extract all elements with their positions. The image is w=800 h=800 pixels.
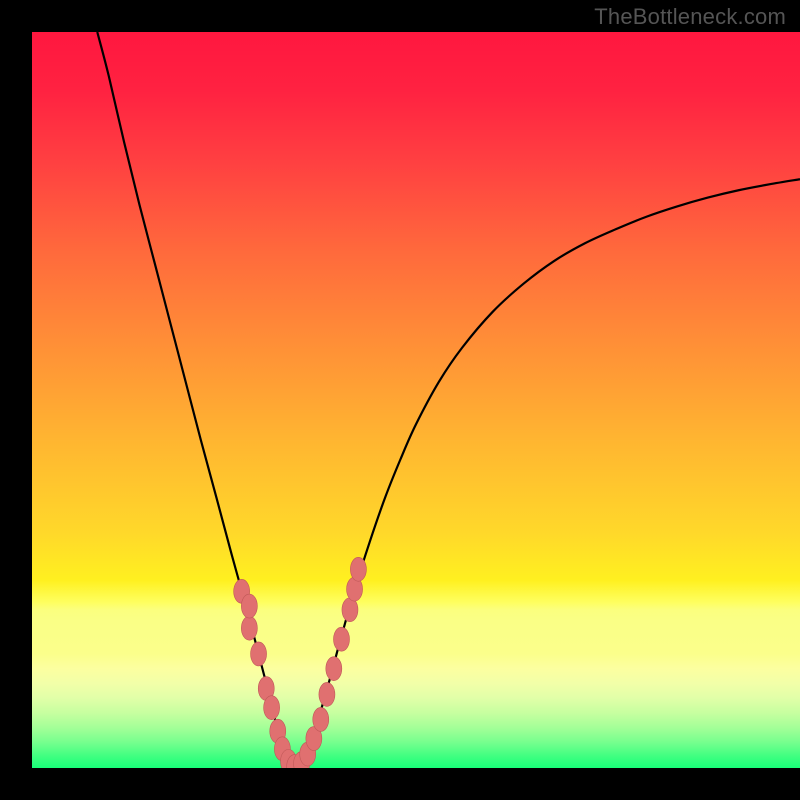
curve-marker [313, 707, 329, 731]
bottleneck-curve-chart [0, 0, 800, 800]
watermark-text: TheBottleneck.com [594, 4, 786, 30]
curve-marker [334, 627, 350, 651]
chart-svg [0, 0, 800, 800]
curve-marker [326, 657, 342, 681]
curve-marker [319, 682, 335, 706]
curve-marker [264, 696, 280, 720]
curve-marker [241, 616, 257, 640]
curve-marker [251, 642, 267, 666]
curve-marker [241, 594, 257, 618]
curve-marker [350, 557, 366, 581]
gradient-background [32, 32, 800, 768]
